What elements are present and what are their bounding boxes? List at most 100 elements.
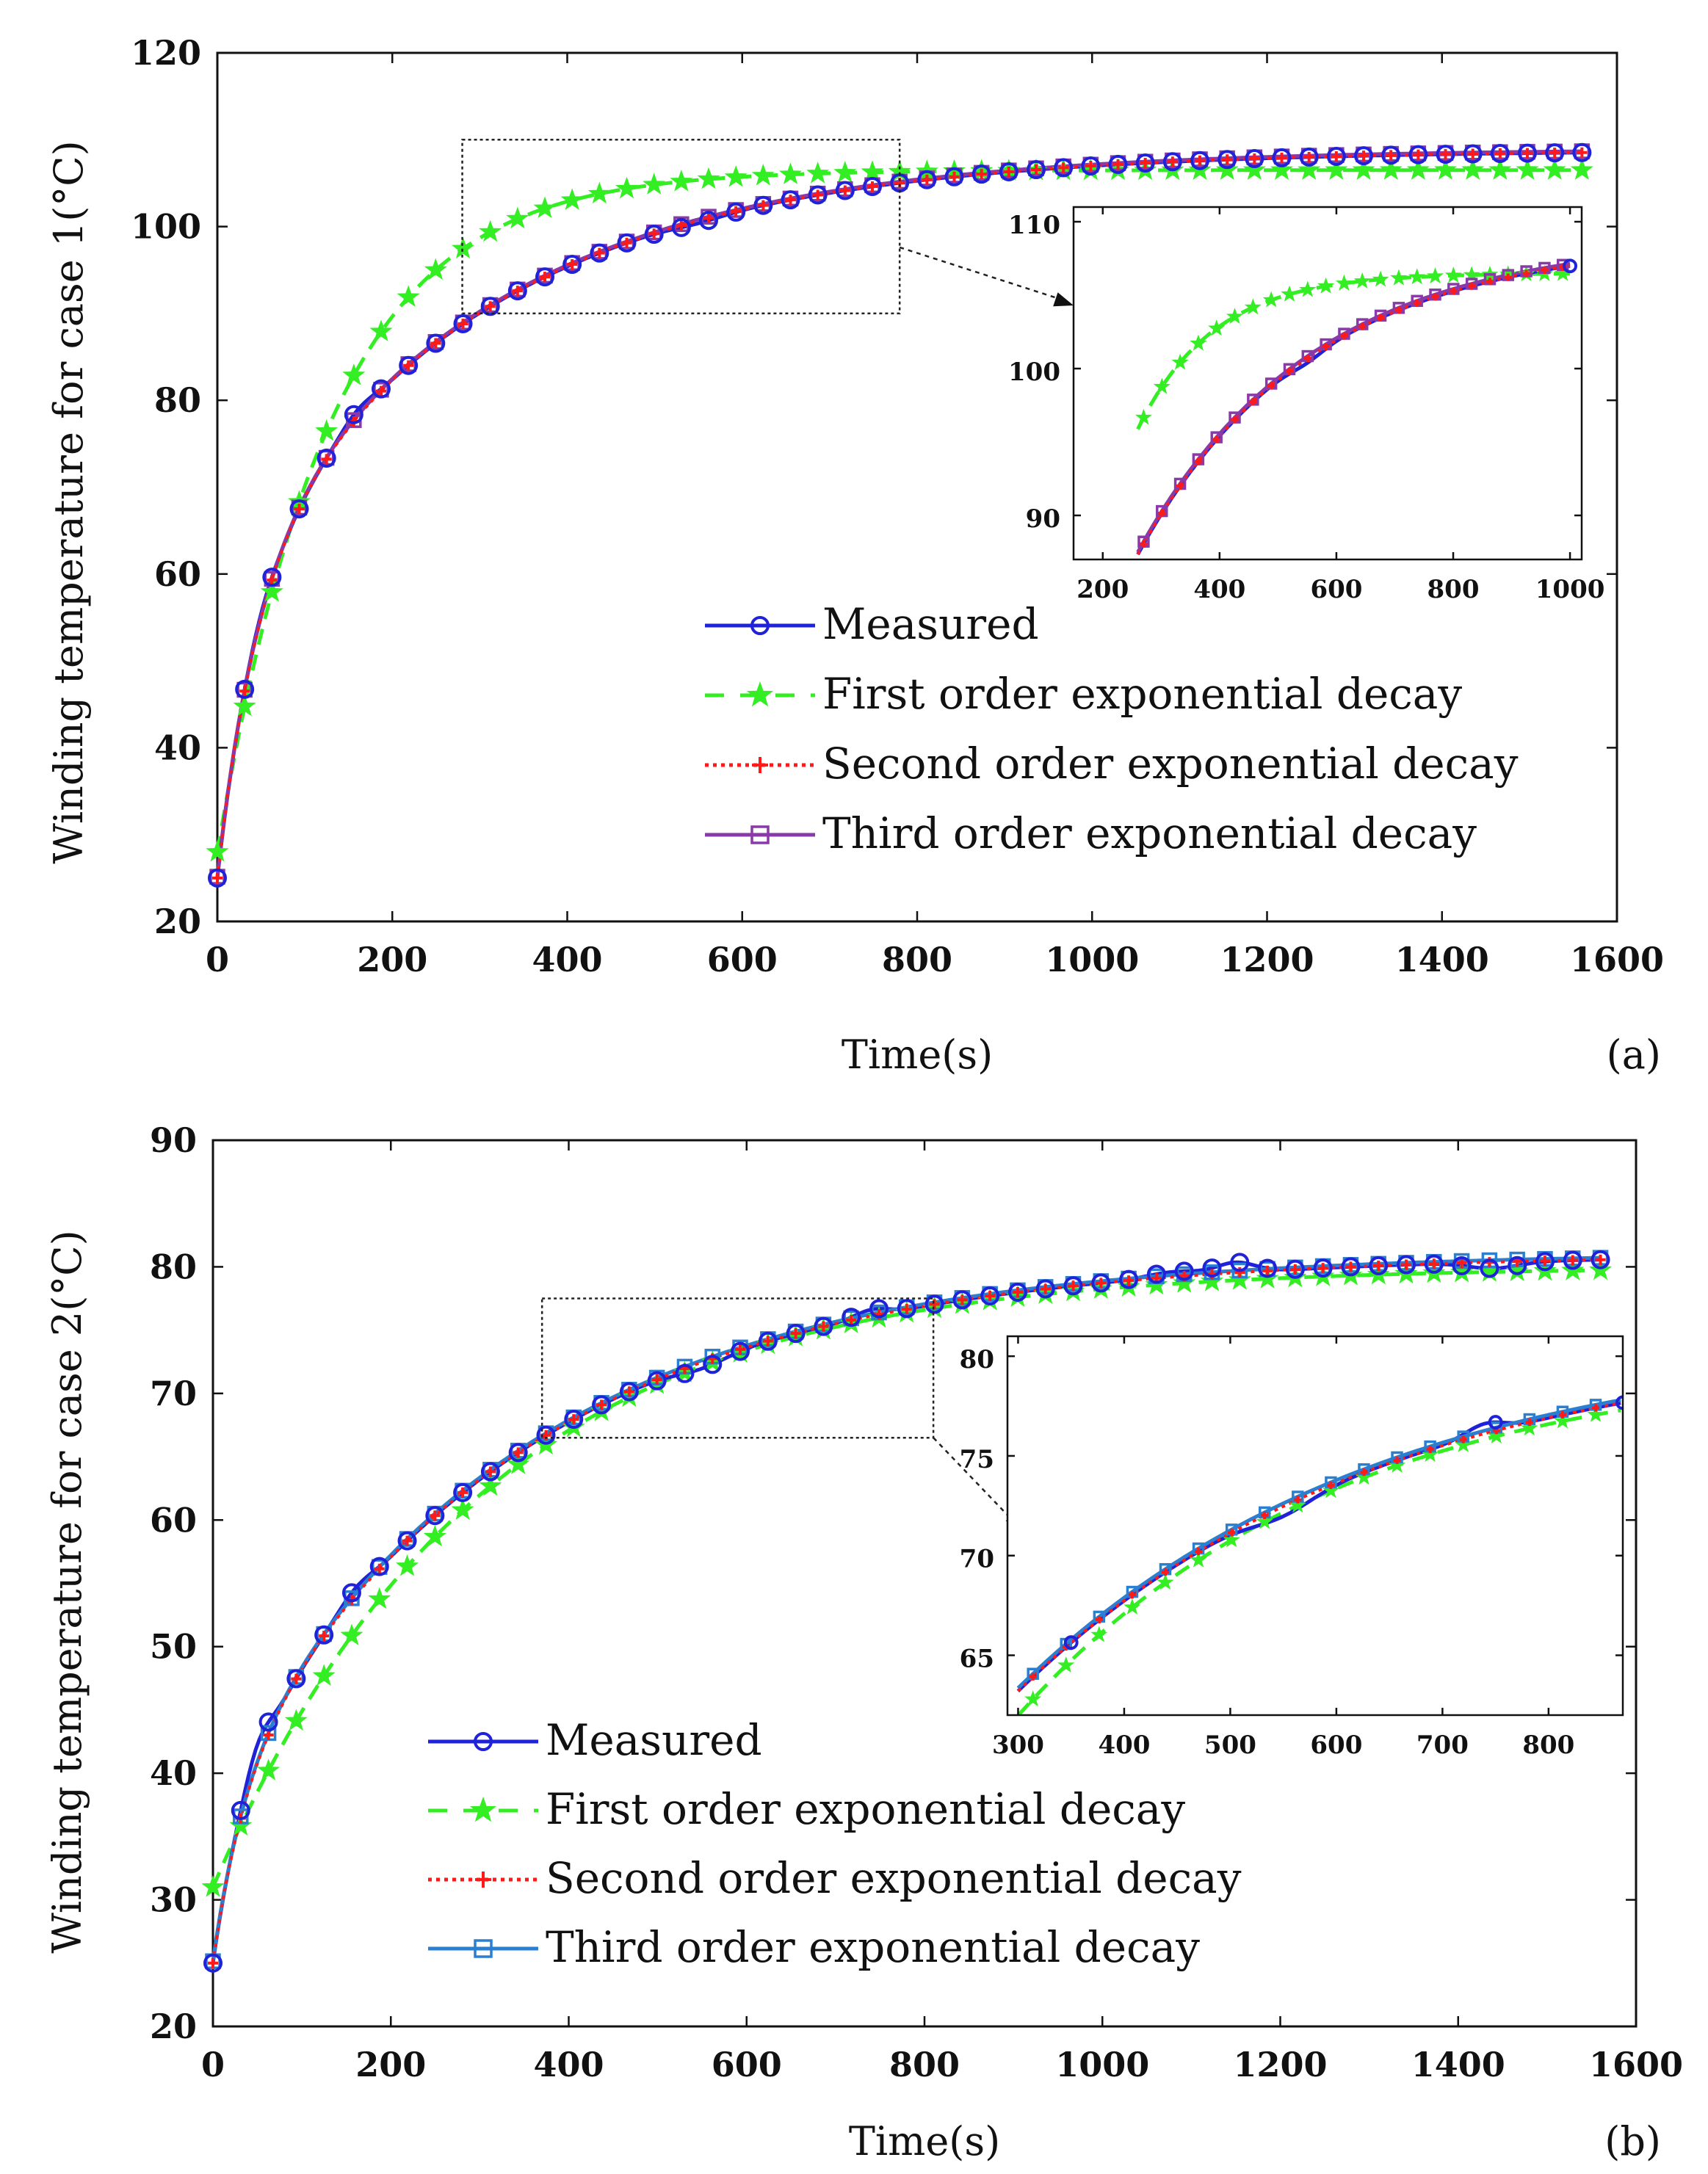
chart-b-marker-measured — [924, 1294, 944, 1314]
chart-b-marker-measured — [1258, 1258, 1278, 1278]
chart-b-marker-measured — [286, 1669, 306, 1689]
chart-b-marker-measured — [758, 1331, 778, 1351]
chart-b-zoom-box — [540, 1297, 935, 1439]
chart-b-marker-first-order — [451, 1498, 474, 1521]
chart-b-inset-marker-first-order — [1190, 1551, 1207, 1568]
chart-b-marker-second-order — [1595, 1254, 1606, 1265]
x-tick-label: 0 — [206, 940, 229, 979]
chart-a-marker-second-order — [785, 195, 796, 206]
x-tick-label: 700 — [1416, 1731, 1469, 1760]
chart-a-legend-item: Second order exponential decay — [705, 739, 1519, 789]
y-tick-label: 100 — [1008, 358, 1060, 387]
chart-a-zoom-box — [461, 139, 901, 315]
chart-a-marker-second-order — [540, 272, 551, 283]
chart-a-marker-second-order — [1058, 162, 1069, 173]
chart-a-marker-first-order — [643, 173, 666, 195]
chart-b-inset-marker-first-order — [1587, 1405, 1604, 1422]
chart-a-marker-first-order — [806, 162, 830, 184]
chart-a-inset-marker-first-order — [1426, 267, 1444, 284]
chart-a-marker-second-order — [1140, 158, 1151, 169]
chart-a-marker-measured — [399, 355, 419, 375]
chart-b-marker-measured — [397, 1531, 417, 1551]
chart-b-marker-measured — [1535, 1252, 1555, 1272]
chart-b-marker-measured — [314, 1625, 334, 1645]
chart-b-inset-marker-first-order — [1024, 1690, 1042, 1707]
chart-b-line-first-order — [211, 1268, 1601, 1888]
chart-a-marker-measured — [781, 190, 800, 210]
chart-b-panel-label: (b) — [1604, 2118, 1661, 2164]
chart-b-marker-measured — [619, 1382, 639, 1402]
chart-a-inset-marker-second-order — [1249, 398, 1257, 406]
y-tick-label: 70 — [150, 1374, 197, 1413]
chart-a-marker-measured — [344, 405, 363, 424]
x-tick-label: 400 — [1193, 575, 1245, 604]
chart-b-series — [201, 1250, 1613, 1973]
chart-a-marker-first-order — [260, 580, 283, 602]
chart-a-inset-marker-first-order — [1390, 269, 1408, 286]
chart-b-marker-measured — [1007, 1282, 1027, 1302]
chart-b-marker-second-order — [651, 1374, 662, 1385]
chart-b-marker-measured — [369, 1557, 389, 1576]
chart-b-inset-marker-second-order — [1029, 1673, 1037, 1681]
chart-b-marker-measured — [508, 1443, 528, 1463]
chart-b-marker-first-order — [368, 1587, 391, 1609]
chart-b-marker-second-order — [1012, 1286, 1023, 1297]
chart-a-inset-marker-first-order — [1153, 377, 1170, 394]
chart-b-inset-marker-second-order — [1558, 1410, 1566, 1418]
x-tick-label: 1600 — [1589, 2045, 1683, 2084]
chart-a-legend-item: Measured — [705, 599, 1039, 649]
chart-b-inset-marker-first-order — [1488, 1427, 1505, 1444]
chart-a-marker-first-order — [587, 181, 611, 204]
legend-label: Third order exponential decay — [822, 808, 1477, 858]
chart-a-marker-first-order — [533, 196, 557, 218]
chart-a-marker-second-order — [1249, 153, 1260, 164]
legend-marker-star — [469, 1796, 497, 1822]
chart-b-inset-background — [1007, 1336, 1623, 1715]
y-tick-label: 90 — [150, 1120, 197, 1160]
x-tick-label: 800 — [1522, 1731, 1574, 1760]
chart-b-inset-marker-second-order — [1360, 1468, 1368, 1476]
chart-b-marker-measured — [1341, 1257, 1361, 1277]
chart-a-inset-marker-second-order — [1231, 416, 1239, 424]
chart-b-marker-measured — [564, 1410, 584, 1430]
chart-a-marker-measured — [262, 568, 282, 587]
chart-b-inset-marker-second-order — [1161, 1568, 1170, 1576]
chart-a-inset-marker-second-order — [1413, 299, 1421, 307]
chart-a-marker-measured — [863, 177, 883, 197]
chart-b-marker-first-order — [479, 1474, 502, 1496]
chart-a-marker-second-order — [294, 504, 305, 515]
chart-a-inset-marker-second-order — [1322, 342, 1330, 351]
chart-b-inset-marker-second-order — [1525, 1418, 1533, 1427]
chart-a-inset-marker-second-order — [1486, 278, 1494, 286]
chart-b-marker-second-order — [485, 1466, 496, 1477]
chart-a-marker-first-order — [1433, 158, 1457, 180]
chart-b-marker-measured — [1369, 1256, 1389, 1275]
x-tick-label: 1400 — [1411, 2045, 1505, 2084]
chart-a-marker-second-order — [430, 338, 441, 349]
x-tick-label: 1000 — [1535, 575, 1605, 604]
chart-a-marker-first-order — [560, 188, 584, 210]
chart-a-marker-first-order — [1570, 158, 1593, 180]
chart-b-inset-marker-first-order — [1223, 1531, 1240, 1548]
chart-a-marker-second-order — [1331, 151, 1342, 162]
chart-a-inset-marker-second-order — [1140, 540, 1148, 548]
chart-a-zoom-arrowhead — [1053, 292, 1074, 307]
chart-a-marker-second-order — [976, 169, 987, 180]
chart-a-ylabel: Winding temperature for case 1(°C) — [46, 140, 92, 863]
chart-a-marker-first-order — [697, 167, 720, 189]
chart-a-marker-first-order — [1352, 158, 1375, 181]
chart-a-inset-marker-first-order — [1244, 298, 1262, 315]
chart-b-marker-second-order — [319, 1631, 330, 1642]
chart-b-inset-marker-measured — [1615, 1395, 1623, 1410]
chart-b-legend-item: Third order exponential decay — [428, 1922, 1200, 1972]
chart-a-inset-marker-first-order — [1190, 334, 1207, 351]
chart-a-inset-marker-second-order — [1285, 367, 1294, 375]
chart-b-marker-second-order — [846, 1315, 857, 1326]
chart-a-marker-first-order — [506, 206, 529, 229]
legend-marker-plus — [475, 1872, 491, 1888]
chart-b-marker-second-order — [1068, 1280, 1079, 1291]
chart-b-marker-measured — [1063, 1276, 1083, 1296]
chart-b-marker-second-order — [1401, 1259, 1412, 1270]
x-tick-label: 200 — [355, 2045, 426, 2084]
chart-a-marker-measured — [1545, 143, 1565, 163]
